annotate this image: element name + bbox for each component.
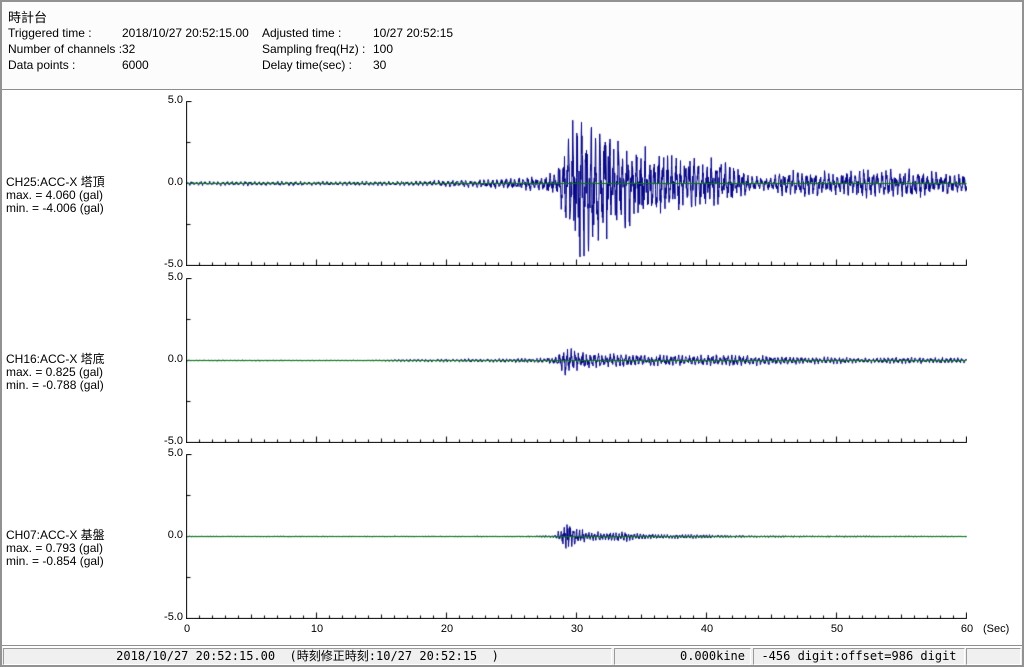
y-tick-bottom-p1: -5.0 (164, 258, 183, 270)
x-tick-40: 40 (700, 623, 714, 635)
sampling-freq-label: Sampling freq(Hz) : (262, 42, 366, 56)
x-tick-0: 0 (183, 623, 191, 635)
status-time-text: 2018/10/27 20:52:15.00 (時刻修正時刻:10/27 20:… (3, 648, 612, 665)
channel-max-ch16: max. = 0.825 (gal) (6, 365, 104, 379)
status-digit-offset-value: -456 digit:offset=986 digit (753, 648, 965, 665)
waveform-canvas-ch16[interactable] (186, 278, 967, 443)
status-bar: 2018/10/27 20:52:15.00 (時刻修正時刻:10/27 20:… (2, 648, 1022, 665)
num-channels-value: 32 (122, 42, 136, 56)
y-tick-top-p1: 5.0 (167, 94, 183, 106)
channel-min-ch16: min. = -0.788 (gal) (6, 378, 104, 392)
status-kine-value: 0.000kine (614, 648, 751, 665)
channel-name-ch07: CH07:ACC-X 基盤 (6, 528, 105, 542)
header-panel: 時計台 Triggered time : 2018/10/27 20:52:15… (2, 2, 1022, 90)
y-tick-zero-p1: 0.0 (167, 176, 183, 188)
x-tick-10: 10 (310, 623, 324, 635)
waveform-canvas-ch07[interactable] (186, 454, 967, 619)
channel-info-ch16: CH16:ACC-X 塔底 max. = 0.825 (gal) min. = … (6, 353, 178, 392)
channel-min-ch25: min. = -4.006 (gal) (6, 201, 104, 215)
channel-info-ch25: CH25:ACC-X 塔頂 max. = 4.060 (gal) min. = … (6, 176, 178, 215)
channel-info-ch07: CH07:ACC-X 基盤 max. = 0.793 (gal) min. = … (6, 529, 178, 568)
y-tick-bottom-p3: -5.0 (164, 611, 183, 623)
num-channels-label: Number of channels : (8, 42, 123, 56)
page-title: 時計台 (8, 10, 48, 25)
x-tick-50: 50 (830, 623, 844, 635)
adjusted-time-value: 10/27 20:52:15 (373, 26, 454, 40)
y-tick-zero-p3: 0.0 (167, 529, 183, 541)
data-points-value: 6000 (122, 58, 149, 72)
sampling-freq-value: 100 (373, 42, 394, 56)
waveform-canvas-ch25[interactable] (186, 101, 967, 266)
y-tick-top-p2: 5.0 (167, 271, 183, 283)
channel-max-ch07: max. = 0.793 (gal) (6, 541, 104, 555)
x-tick-60: 60 (960, 623, 974, 635)
channel-max-ch25: max. = 4.060 (gal) (6, 188, 104, 202)
channel-name-ch16: CH16:ACC-X 塔底 (6, 352, 105, 366)
triggered-time-value: 2018/10/27 20:52:15.00 (122, 26, 249, 40)
y-tick-top-p3: 5.0 (167, 447, 183, 459)
adjusted-time-label: Adjusted time : (262, 26, 342, 40)
x-tick-30: 30 (570, 623, 584, 635)
status-empty-panel (966, 648, 1021, 665)
channel-name-ch25: CH25:ACC-X 塔頂 (6, 175, 105, 189)
triggered-time-label: Triggered time : (8, 26, 92, 40)
x-tick-20: 20 (440, 623, 454, 635)
y-tick-bottom-p2: -5.0 (164, 435, 183, 447)
waveform-chart-area: 5.0 0.0 -5.0 CH25:ACC-X 塔頂 max. = 4.060 … (2, 93, 1022, 646)
delay-time-value: 30 (373, 58, 387, 72)
data-points-label: Data points : (8, 58, 76, 72)
y-tick-zero-p2: 0.0 (167, 353, 183, 365)
delay-time-label: Delay time(sec) : (262, 58, 353, 72)
x-axis-unit-label: (Sec) (983, 623, 1010, 635)
channel-min-ch07: min. = -0.854 (gal) (6, 554, 104, 568)
